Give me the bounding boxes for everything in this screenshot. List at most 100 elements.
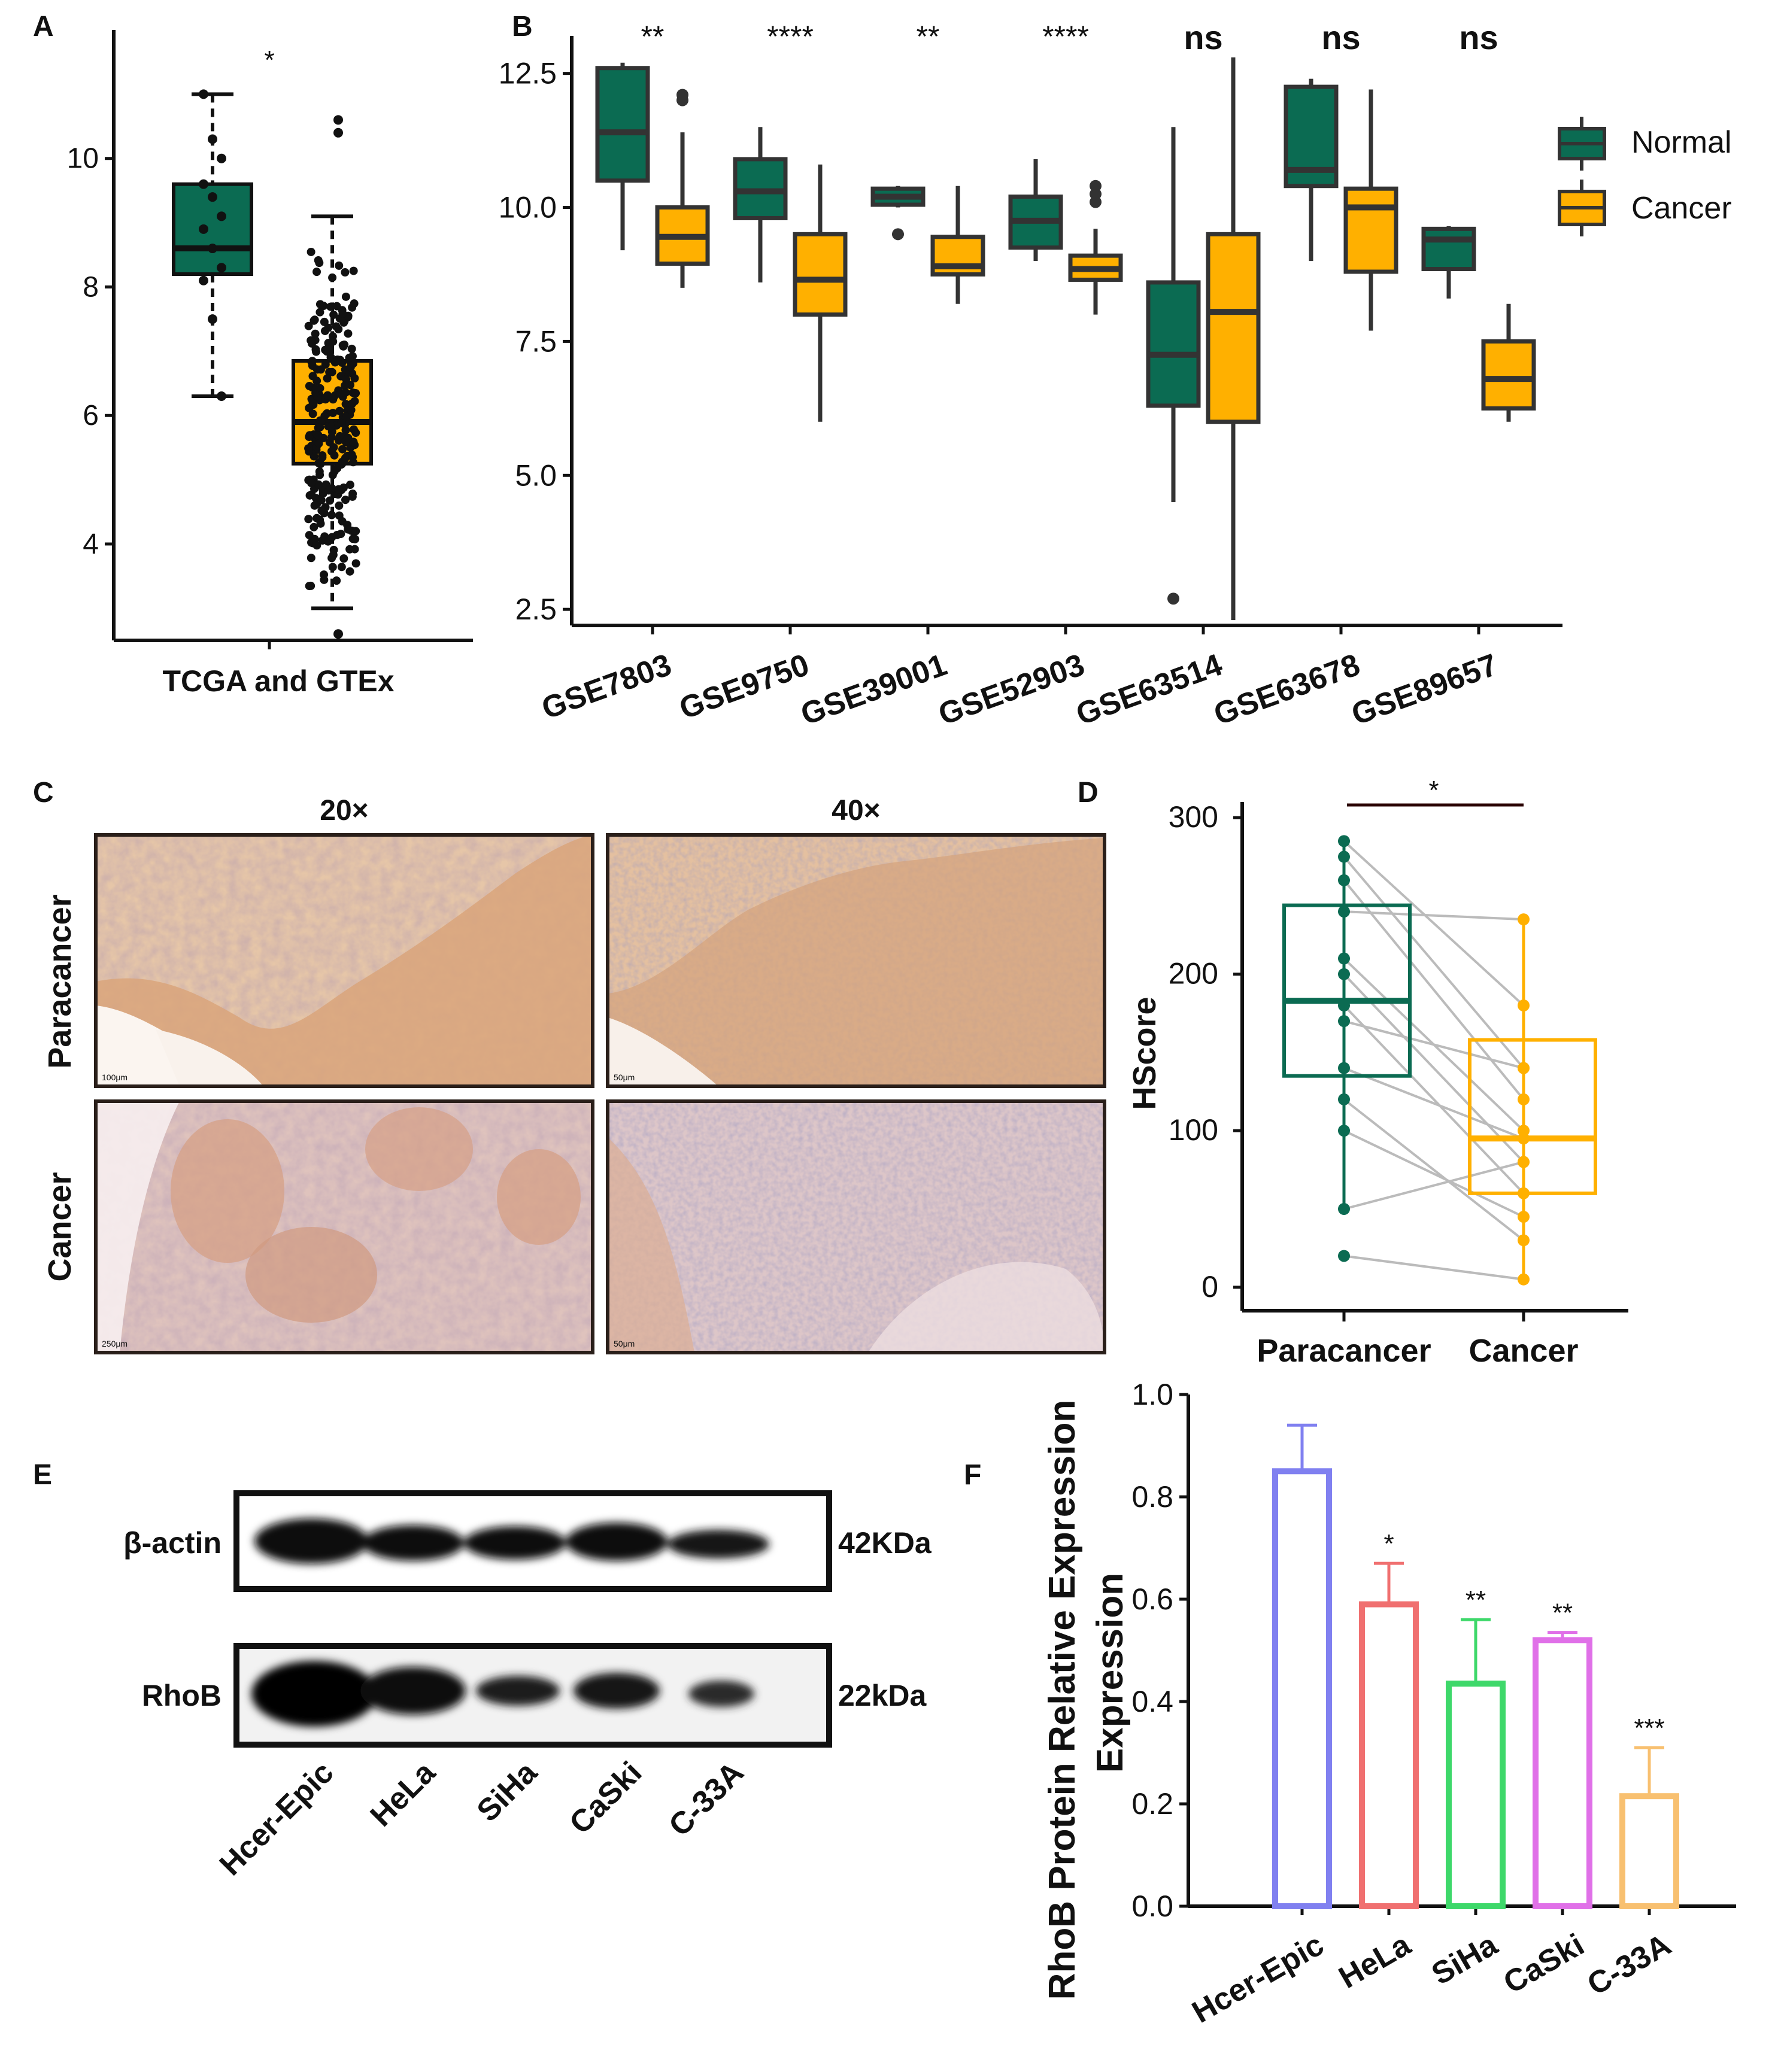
panel-a-cancer-point (336, 530, 345, 539)
panel-a-cancer-point (338, 445, 347, 454)
panel-a-cancer-point (305, 531, 314, 540)
panel-d-point-cancer (1518, 1062, 1530, 1074)
panel-a-cancer-point (335, 406, 344, 415)
panel-f-x-tick-label: Hcer-Epic (1187, 1927, 1330, 2030)
panel-b-x-tick-label: GSE52903 (934, 648, 1089, 733)
blot-size-actin: 42KDa (838, 1526, 932, 1560)
panel-a-cancer-point (311, 384, 320, 393)
panel-a-cancer-point (316, 365, 325, 374)
panel-d-point-cancer (1518, 913, 1530, 926)
panel-a-cancer-point (326, 302, 335, 311)
panel-d-x-tick-label: Cancer (1469, 1333, 1578, 1369)
panel-a-cancer-point (328, 563, 337, 572)
panel-d-y-tick-label: 300 (1169, 800, 1218, 834)
ihc-image-cancer-40x: 50μm (606, 1099, 1106, 1354)
panel-d-y-tick-label: 100 (1169, 1113, 1218, 1147)
panel-b-significance: **** (767, 20, 814, 53)
panel-a-cancer-point (312, 268, 321, 277)
panel-a-cancer-point (347, 344, 356, 353)
panel-label-a: A (33, 11, 54, 42)
panel-b-boxplot: 2.5 5.0 7.5 10.0 12.5 GSE7803 ** GSE9750 **** GSE… (499, 19, 1732, 732)
panel-a-cancer-point (345, 567, 354, 576)
panel-f-ylabel-2: Expression (1090, 1573, 1131, 1773)
panel-a-cancer-point (320, 317, 329, 326)
panel-a-cancer-point (320, 412, 329, 421)
panel-a-cancer-point (332, 576, 341, 585)
panel-b-significance: ns (1459, 19, 1498, 56)
panel-b-normal-outlier (892, 228, 904, 241)
panel-a-cancer-point (345, 481, 354, 490)
panel-e-western-blot: β-actin RhoB 42KDa 22kDa Hcer-Epic HeLa Si… (123, 1490, 932, 1882)
panel-d-box-Cancer (1468, 1038, 1597, 1195)
panel-a-cancer-point (345, 353, 354, 362)
panel-d-point-cancer (1518, 1211, 1530, 1223)
panel-d-point-paracancer (1338, 999, 1350, 1011)
panel-a-cancer-point (329, 310, 338, 319)
blot-bands-actin (254, 1518, 769, 1564)
panel-a-cancer-point (314, 480, 323, 489)
ihc-image-paracancer-40x: 50μm (606, 833, 1106, 1088)
panel-a-cancer-point (320, 326, 329, 335)
panel-b-legend: Normal Cancer (1558, 117, 1732, 236)
blot-lane-label: Hcer-Epic (213, 1755, 341, 1882)
panel-d-point-paracancer (1338, 1250, 1350, 1262)
panel-a-cancer-point (307, 339, 316, 348)
panel-a-cancer-point (330, 358, 339, 367)
panel-a-normal-point (208, 314, 217, 324)
panel-a-cancer-point (327, 433, 336, 442)
panel-f-y-tick-label: 0.6 (1131, 1582, 1173, 1616)
panel-a-cancer-point (323, 391, 332, 400)
panel-a-cancer-point (340, 341, 349, 350)
panel-a-cancer-point (345, 545, 354, 554)
panel-f-bar-CaSki (1533, 1637, 1592, 1909)
panel-a-cancer-point (304, 515, 313, 524)
panel-d-point-paracancer (1338, 1015, 1350, 1028)
blot-lane-labels: Hcer-Epic HeLa SiHa CaSki C-33A (213, 1755, 751, 1882)
panel-f-x-tick-label: HeLa (1333, 1927, 1417, 1995)
panel-a-cancer-point (348, 452, 357, 461)
panel-a-cancer-point (332, 322, 341, 331)
panel-b-y-tick-label: 5.0 (515, 458, 557, 492)
panel-a-cancer-point (334, 485, 343, 494)
panel-a-cancer-point (314, 256, 323, 265)
panel-a-cancer-point (351, 559, 360, 568)
panel-d-point-paracancer (1338, 850, 1350, 863)
panel-a-cancer-point (338, 309, 347, 318)
panel-a-normal-point (199, 275, 208, 285)
panel-a-cancer-point (326, 423, 335, 432)
blot-size-rhob: 22kDa (838, 1679, 927, 1712)
panel-d-y-tick-label: 0 (1202, 1270, 1218, 1304)
panel-a-cancer-point (307, 247, 315, 256)
panel-a-cancer-point (350, 374, 359, 383)
panel-a-cancer-outlier (333, 115, 343, 125)
panel-c-ihc-images: 20× 40× Paracancer Cancer 100μm 50μm (42, 795, 1106, 1354)
panel-f-plot: *** ***** (1272, 1423, 1679, 1910)
panel-d-point-cancer (1518, 1156, 1530, 1168)
panel-d-significance: * (1428, 776, 1439, 805)
panel-d-pair-line (1343, 1020, 1524, 1070)
panel-a-cancer-point (312, 376, 321, 385)
panel-b-x-tick-label: GSE39001 (796, 648, 951, 733)
panel-f-bar-HeLa (1359, 1601, 1419, 1910)
panel-a-cancer-point (337, 563, 346, 572)
panel-a-cancer-point (316, 519, 325, 528)
panel-f-x-tick-label: SiHa (1426, 1927, 1504, 1992)
panel-b-y-tick-label: 12.5 (499, 57, 557, 90)
panel-a-y-tick-label: 4 (83, 528, 99, 560)
panel-a-cancer-point (348, 534, 357, 543)
panel-d-point-cancer (1518, 1234, 1530, 1247)
panel-a-cancer-point (341, 400, 350, 409)
panel-a-cancer-point (305, 403, 314, 412)
panel-a-cancer-point (329, 443, 338, 452)
panel-a-cancer-point (317, 496, 326, 505)
panel-f-bar-C-33A (1619, 1793, 1679, 1910)
legend-label-cancer: Cancer (1631, 191, 1732, 226)
panel-b-significance: ns (1321, 19, 1360, 56)
blot-lane-label: HeLa (364, 1755, 443, 1834)
panel-d-y-tick-label: 200 (1169, 957, 1218, 991)
panel-a-normal-point (217, 263, 226, 273)
panel-b-cancer-GSE63678-box (1343, 186, 1398, 274)
panel-a-cancer-point (305, 447, 314, 456)
panel-f-bar-Hcer-Epic (1272, 1468, 1332, 1909)
